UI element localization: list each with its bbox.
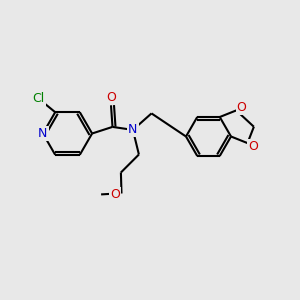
Text: Cl: Cl: [33, 92, 45, 105]
Text: O: O: [110, 188, 120, 201]
Text: O: O: [248, 140, 258, 153]
Text: N: N: [38, 127, 48, 140]
Text: O: O: [237, 101, 247, 114]
Text: O: O: [106, 91, 116, 104]
Text: N: N: [128, 123, 138, 136]
